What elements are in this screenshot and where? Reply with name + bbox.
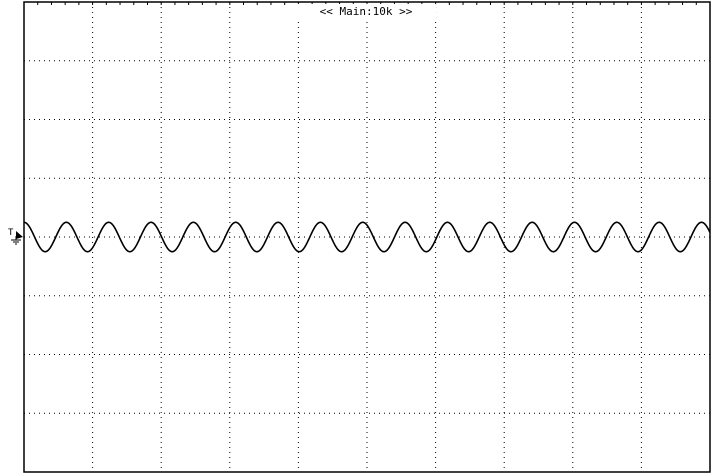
trigger-arrow-icon: [16, 231, 23, 239]
header-backdrop: [296, 4, 436, 19]
ground-icon: [11, 236, 21, 245]
waveform-trace: [23, 221, 711, 253]
trigger-ground-markers: T: [8, 228, 23, 245]
trigger-marker: T: [8, 228, 14, 238]
timebase-label: << Main:10k >>: [320, 5, 413, 18]
